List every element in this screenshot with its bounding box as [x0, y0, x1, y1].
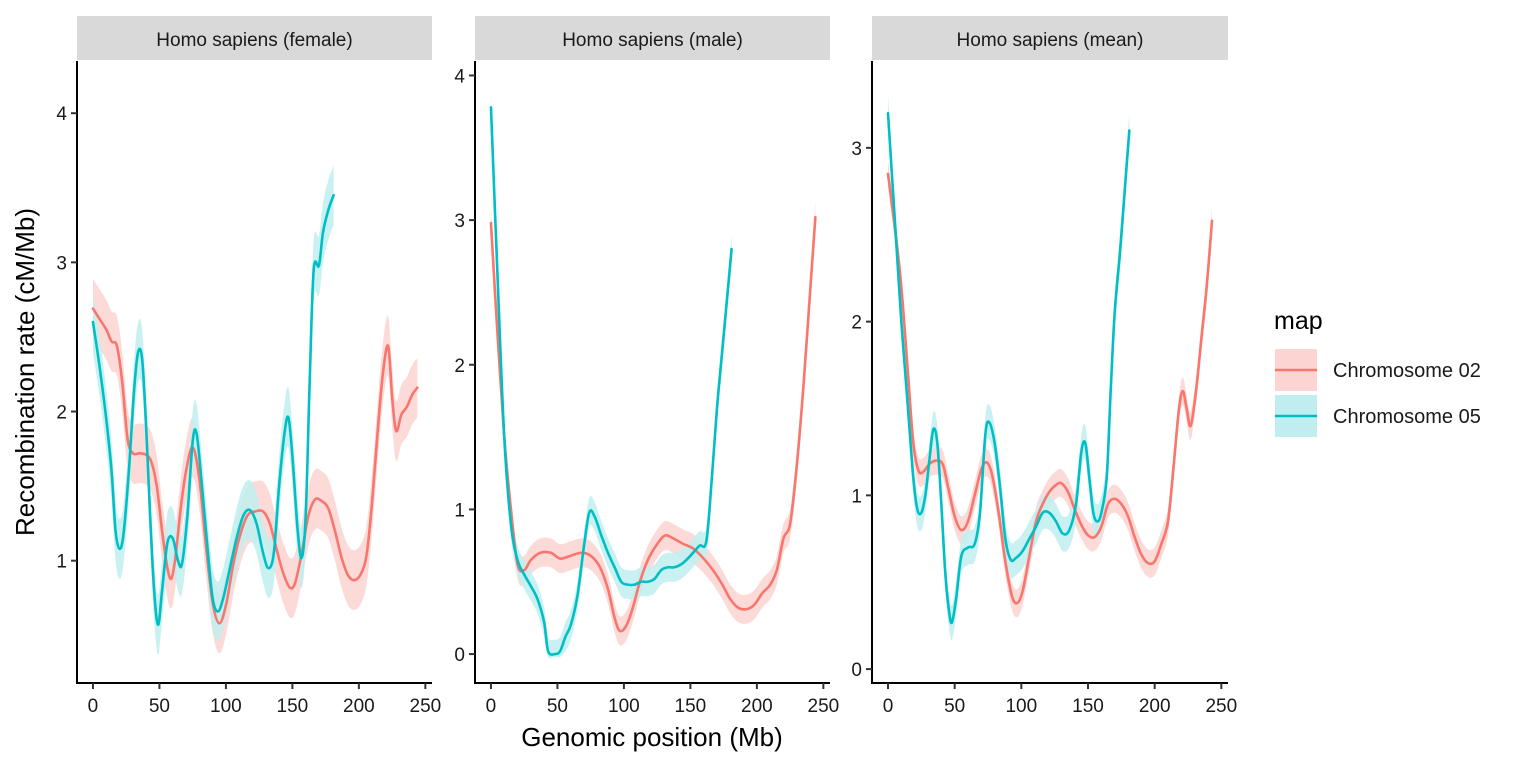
panel-3: Homo sapiens (mean) 0 1 2 3 0 50 100 150 200 250	[851, 16, 1237, 717]
panel-1: Homo sapiens (female) 1 2 3 4 0 50 100 150 200 250	[56, 16, 441, 717]
y-tick-label: 3	[454, 211, 465, 232]
y-tick-label: 3	[851, 139, 862, 160]
y-tick-label: 1	[851, 486, 862, 507]
y-tick-label: 2	[851, 313, 862, 334]
panel-2: Homo sapiens (male) 0 1 2 3 4 0 50 100 150 200 250	[454, 16, 839, 717]
x-tick-label: 200	[343, 696, 375, 717]
x-tick-label: 0	[883, 696, 894, 717]
x-tick-label: 250	[808, 696, 840, 717]
facet-strip-label: Homo sapiens (female)	[156, 30, 352, 51]
y-tick-label: 3	[56, 253, 67, 274]
series-line-chromosome-02	[489, 215, 817, 633]
y-axis-title: Recombination rate (cM/Mb)	[10, 208, 40, 536]
legend-item: Chromosome 02	[1275, 349, 1481, 391]
confidence-band-chromosome-02	[490, 202, 816, 646]
x-tick-label: 150	[277, 696, 309, 717]
x-tick-label: 150	[1072, 696, 1104, 717]
facet-strip	[475, 16, 830, 60]
y-tick-label: 2	[454, 356, 465, 377]
series-line-chromosome-05	[886, 111, 1131, 625]
y-tick-label: 4	[56, 104, 67, 125]
x-tick-label: 100	[1005, 696, 1037, 717]
x-tick-label: 250	[1205, 696, 1237, 717]
y-tick-label: 4	[454, 66, 465, 87]
plot-area	[489, 92, 817, 659]
y-tick-label: 0	[851, 660, 862, 681]
x-tick-label: 200	[1139, 696, 1171, 717]
y-tick-label: 1	[454, 500, 465, 521]
legend: map Chromosome 02 Chromosome 05	[1274, 307, 1481, 437]
legend-title: map	[1274, 307, 1323, 335]
x-tick-label: 100	[210, 696, 242, 717]
x-tick-label: 50	[944, 696, 965, 717]
x-tick-label: 250	[410, 696, 442, 717]
x-tick-label: 50	[149, 696, 170, 717]
y-tick-label: 0	[454, 645, 465, 666]
x-tick-label: 200	[741, 696, 773, 717]
confidence-band-chromosome-05	[888, 95, 1130, 641]
x-tick-label: 150	[675, 696, 707, 717]
legend-label: Chromosome 02	[1333, 360, 1481, 382]
facet-strip	[872, 16, 1228, 60]
facet-strip-label: Homo sapiens (mean)	[957, 30, 1144, 51]
plot-area	[91, 165, 419, 655]
y-tick-label: 2	[56, 403, 67, 424]
x-axis-title: Genomic position (Mb)	[521, 722, 783, 752]
series-line-chromosome-05	[489, 105, 733, 656]
x-tick-label: 50	[547, 696, 568, 717]
series-line-chromosome-05	[91, 193, 335, 627]
plot-area	[886, 95, 1214, 641]
facet-strip-label: Homo sapiens (male)	[562, 30, 743, 51]
x-tick-label: 100	[608, 696, 640, 717]
x-tick-label: 0	[88, 696, 99, 717]
y-tick-label: 1	[56, 552, 67, 573]
legend-item: Chromosome 05	[1275, 395, 1481, 437]
confidence-band-chromosome-02	[888, 160, 1212, 618]
facet-strip	[77, 16, 432, 60]
series-line-chromosome-02	[886, 172, 1214, 605]
legend-label: Chromosome 05	[1333, 406, 1481, 428]
confidence-band-chromosome-05	[490, 92, 732, 659]
x-tick-label: 0	[486, 696, 497, 717]
